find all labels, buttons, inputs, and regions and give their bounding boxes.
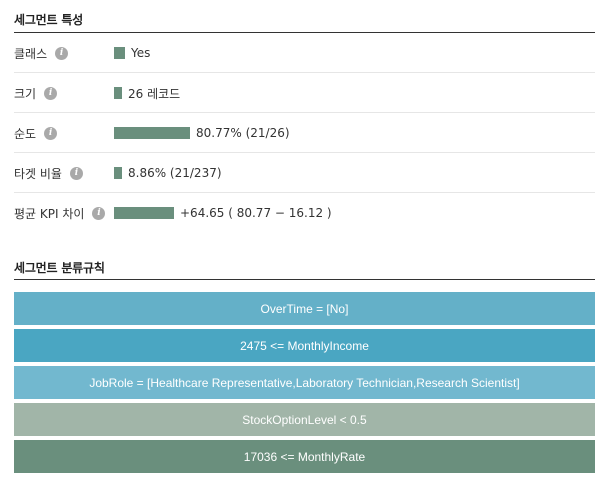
row-value: +64.65 ( 80.77 − 16.12 ) — [180, 206, 332, 220]
row-target-ratio: 타겟 비율 i 8.86% (21/237) — [14, 153, 595, 193]
row-value: 8.86% (21/237) — [128, 166, 222, 180]
row-label: 클래스 — [14, 46, 48, 61]
value-bar — [114, 207, 174, 219]
row-label: 타겟 비율 — [14, 166, 62, 181]
row-size: 크기 i 26 레코드 — [14, 73, 595, 113]
rules-divider — [14, 279, 595, 280]
value-bar — [114, 167, 122, 179]
row-value: Yes — [131, 46, 151, 60]
info-icon[interactable]: i — [55, 46, 69, 60]
info-icon[interactable]: i — [92, 206, 106, 220]
row-purity: 순도 i 80.77% (21/26) — [14, 113, 595, 153]
row-value: 26 레코드 — [128, 86, 181, 101]
row-label: 평균 KPI 차이 — [14, 206, 85, 221]
row-class: 클래스 i Yes — [14, 33, 595, 73]
characteristics-divider — [14, 32, 595, 33]
characteristics-title: 세그먼트 특성 — [14, 13, 84, 27]
value-bar — [114, 47, 125, 59]
rule-item: 2475 <= MonthlyIncome — [14, 329, 595, 362]
rules-title: 세그먼트 분류규칙 — [14, 261, 105, 275]
value-bar — [114, 87, 122, 99]
row-label: 크기 — [14, 86, 37, 101]
row-label: 순도 — [14, 126, 37, 141]
rule-item: JobRole = [Healthcare Representative,Lab… — [14, 366, 595, 399]
rule-item: OverTime = [No] — [14, 292, 595, 325]
value-bar — [114, 127, 190, 139]
info-icon[interactable]: i — [69, 166, 83, 180]
row-value: 80.77% (21/26) — [196, 126, 290, 140]
rule-item: StockOptionLevel < 0.5 — [14, 403, 595, 436]
info-icon[interactable]: i — [44, 86, 58, 100]
row-kpi-diff: 평균 KPI 차이 i +64.65 ( 80.77 − 16.12 ) — [14, 193, 595, 233]
rule-item: 17036 <= MonthlyRate — [14, 440, 595, 473]
info-icon[interactable]: i — [44, 126, 58, 140]
